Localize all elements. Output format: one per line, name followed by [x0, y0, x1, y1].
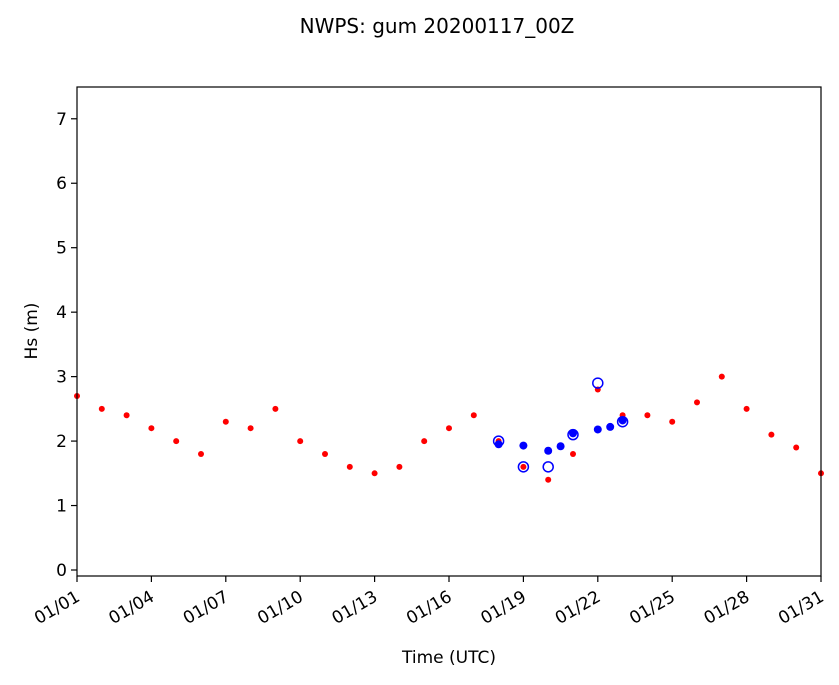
- series-0-point: [520, 463, 527, 470]
- y-tick-label: 2: [56, 432, 67, 452]
- x-tick-label: 01/07: [180, 587, 232, 629]
- series-0-point: [545, 476, 552, 483]
- axis-ticks: 0 1 2 3 4 5 6 7 01/01 01/04 01/07 01/10 01/13 01/16 01…: [31, 110, 827, 629]
- series-0-point: [446, 425, 452, 432]
- y-tick-label: 4: [56, 303, 67, 323]
- x-tick-label: 01/10: [254, 587, 306, 629]
- x-tick-label: 01/04: [105, 587, 157, 629]
- series-2-point: [492, 435, 505, 447]
- x-tick-label: 01/16: [403, 587, 455, 629]
- series-0-point: [322, 450, 328, 457]
- series-0-point: [644, 412, 651, 419]
- y-tick-label: 6: [56, 174, 67, 194]
- series-1-point: [544, 446, 553, 455]
- series-2-point: [517, 461, 530, 473]
- series-0-point: [346, 463, 353, 470]
- x-tick-label: 01/19: [477, 587, 529, 629]
- series-0-point: [272, 405, 279, 412]
- plot-area-frame: [76, 86, 822, 577]
- series-2-point: [567, 428, 579, 441]
- x-tick-label: 01/01: [31, 587, 83, 629]
- series-0-point: [247, 425, 254, 432]
- series-0-point: [148, 425, 155, 432]
- series-1-point: [519, 441, 528, 450]
- series-0-point: [98, 405, 105, 412]
- x-tick-label: 01/13: [329, 587, 381, 629]
- series-0-point: [743, 405, 750, 412]
- series-1-point: [606, 422, 615, 431]
- series-0-point: [718, 373, 725, 380]
- y-tick-label: 0: [56, 561, 67, 581]
- chart-title: NWPS: gum 20200117_00Z: [300, 14, 575, 38]
- series-0-point: [768, 431, 775, 438]
- series-0-point: [793, 444, 800, 451]
- series-1-point: [556, 442, 565, 451]
- y-tick-label: 1: [56, 497, 67, 517]
- x-axis-label: Time (UTC): [401, 648, 496, 668]
- series-0-point: [669, 418, 676, 425]
- series-1-point: [593, 425, 602, 434]
- series-2-point: [542, 461, 554, 473]
- series-0-point: [297, 438, 304, 445]
- y-tick-label: 5: [56, 239, 67, 259]
- series-0-point: [173, 438, 180, 445]
- series-2-point: [592, 377, 604, 389]
- y-tick-label: 3: [56, 368, 67, 388]
- series-1-point: [618, 416, 627, 425]
- series-0-point: [421, 438, 428, 445]
- series-0-point: [470, 412, 477, 419]
- series-0-point: [694, 399, 700, 406]
- series-0-point: [371, 470, 378, 477]
- series-0-point: [123, 412, 130, 419]
- x-tick-label: 01/22: [552, 587, 604, 629]
- series-2-point: [616, 415, 629, 428]
- x-tick-label: 01/31: [775, 587, 827, 629]
- data-marks: [74, 373, 824, 483]
- y-tick-label: 7: [56, 110, 67, 130]
- series-0-point: [396, 463, 403, 470]
- series-1-point: [569, 429, 577, 438]
- series-0-point: [198, 450, 204, 457]
- x-tick-label: 01/28: [701, 587, 753, 629]
- series-0-point: [222, 418, 229, 425]
- y-axis-label: Hs (m): [22, 303, 42, 360]
- series-0-point: [570, 450, 576, 457]
- x-tick-label: 01/25: [626, 587, 678, 629]
